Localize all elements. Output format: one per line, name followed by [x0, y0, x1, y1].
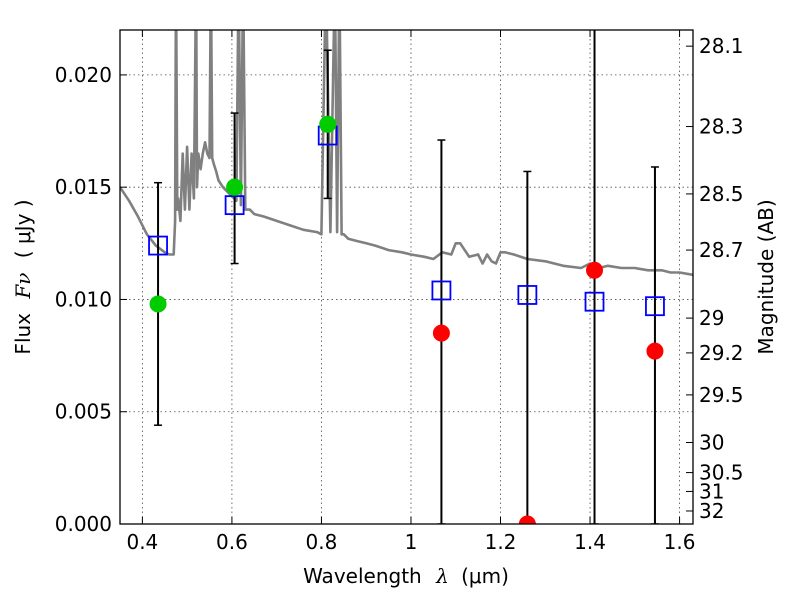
axes: 0.4 0.6 0.8 1 1.2 1.4 1.6 0.000 0.005 0.010 0.015 0… [55, 30, 744, 554]
mag-tick-label: 31 [699, 479, 724, 503]
mag-tick-label: 29.2 [699, 341, 744, 365]
x-tick-label: 0.4 [126, 530, 158, 554]
detected-flux-point [319, 115, 337, 133]
x-tick-label: 0.8 [306, 530, 338, 554]
mag-tick-label: 30.5 [699, 461, 744, 485]
plot-area [120, 30, 693, 524]
y-tick-label: 0.015 [55, 175, 112, 199]
mag-tick-label: 28.1 [699, 34, 744, 58]
model-flux-square [517, 285, 538, 305]
undetected-flux-point [432, 324, 450, 342]
x-tick-label: 1.6 [664, 530, 696, 554]
y-tick-label: 0.010 [55, 287, 112, 311]
y-axis-label-unit: ( μJy ) [11, 199, 35, 258]
y-tick-label: 0.020 [55, 63, 112, 87]
undetected-flux-point [646, 342, 664, 360]
y-axis-label-symbol: Fν [11, 273, 35, 300]
mag-tick-label: 32 [699, 499, 724, 523]
x-axis-label: Wavelength λ (μm) [303, 564, 509, 588]
x-axis-label-symbol: λ [435, 564, 449, 588]
mag-tick-label: 28.5 [699, 182, 744, 206]
mag-tick-label: 28.7 [699, 238, 744, 262]
right-axis-label: Magnitude (AB) [754, 199, 778, 354]
y-tick-label: 0.005 [55, 400, 112, 424]
x-axis-label-unit: (μm) [461, 564, 509, 588]
mag-tick-label: 28.3 [699, 115, 744, 139]
y-tick-label: 0.000 [55, 512, 112, 536]
undetected-flux-point [586, 261, 604, 279]
model-flux-square [431, 280, 452, 301]
x-tick-label: 0.6 [216, 530, 248, 554]
model-flux-square [645, 296, 665, 317]
model-flux-square [224, 195, 245, 216]
plot-frame [119, 29, 694, 525]
mag-tick-label: 29.5 [699, 383, 744, 407]
detected-flux-point [226, 178, 244, 196]
undetected-flux-point [518, 515, 536, 524]
x-tick-label: 1 [405, 530, 418, 554]
x-axis-label-text: Wavelength [303, 564, 422, 588]
model-sed-line [120, 30, 693, 277]
model-flux-square [148, 235, 168, 256]
y-axis-label: Flux Fν ( μJy ) [11, 199, 35, 354]
mag-tick-label: 30 [699, 430, 724, 454]
grid-lines [120, 30, 693, 525]
mag-tick-label: 29 [699, 306, 724, 330]
x-tick-label: 1.2 [485, 530, 517, 554]
x-tick-label: 1.4 [574, 530, 606, 554]
y-axis-label-text: Flux [11, 313, 35, 355]
model-flux-square [584, 291, 605, 312]
detected-flux-point [149, 295, 167, 313]
